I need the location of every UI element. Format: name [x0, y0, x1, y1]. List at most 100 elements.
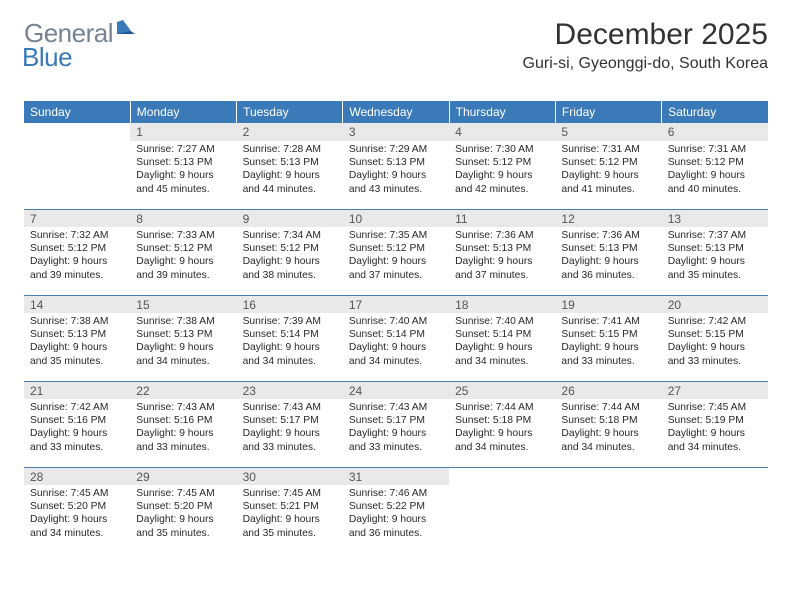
day-number-empty	[662, 467, 768, 485]
calendar-day-cell	[24, 123, 130, 209]
calendar-week-row: 21Sunrise: 7:42 AMSunset: 5:16 PMDayligh…	[24, 381, 768, 467]
day-details: Sunrise: 7:31 AMSunset: 5:12 PMDaylight:…	[555, 141, 661, 196]
day-details: Sunrise: 7:28 AMSunset: 5:13 PMDaylight:…	[237, 141, 343, 196]
calendar-week-row: 1Sunrise: 7:27 AMSunset: 5:13 PMDaylight…	[24, 123, 768, 209]
weekday-header: Wednesday	[343, 101, 449, 123]
calendar-day-cell: 25Sunrise: 7:44 AMSunset: 5:18 PMDayligh…	[449, 381, 555, 467]
day-details: Sunrise: 7:43 AMSunset: 5:17 PMDaylight:…	[237, 399, 343, 454]
calendar-day-cell: 20Sunrise: 7:42 AMSunset: 5:15 PMDayligh…	[662, 295, 768, 381]
calendar-day-cell: 12Sunrise: 7:36 AMSunset: 5:13 PMDayligh…	[555, 209, 661, 295]
day-number: 5	[555, 123, 661, 141]
day-number: 13	[662, 209, 768, 227]
calendar-day-cell: 15Sunrise: 7:38 AMSunset: 5:13 PMDayligh…	[130, 295, 236, 381]
day-number: 2	[237, 123, 343, 141]
calendar-day-cell: 3Sunrise: 7:29 AMSunset: 5:13 PMDaylight…	[343, 123, 449, 209]
day-details: Sunrise: 7:37 AMSunset: 5:13 PMDaylight:…	[662, 227, 768, 282]
day-number: 28	[24, 467, 130, 485]
day-details: Sunrise: 7:42 AMSunset: 5:16 PMDaylight:…	[24, 399, 130, 454]
day-details: Sunrise: 7:31 AMSunset: 5:12 PMDaylight:…	[662, 141, 768, 196]
day-number: 1	[130, 123, 236, 141]
day-number: 25	[449, 381, 555, 399]
day-details: Sunrise: 7:36 AMSunset: 5:13 PMDaylight:…	[449, 227, 555, 282]
day-details: Sunrise: 7:45 AMSunset: 5:20 PMDaylight:…	[130, 485, 236, 540]
day-number: 6	[662, 123, 768, 141]
day-number: 29	[130, 467, 236, 485]
brand-text-blue: Blue	[22, 42, 72, 72]
calendar-day-cell: 6Sunrise: 7:31 AMSunset: 5:12 PMDaylight…	[662, 123, 768, 209]
brand-flag-icon	[117, 20, 139, 39]
calendar-day-cell: 24Sunrise: 7:43 AMSunset: 5:17 PMDayligh…	[343, 381, 449, 467]
weekday-header: Thursday	[449, 101, 555, 123]
calendar-day-cell: 31Sunrise: 7:46 AMSunset: 5:22 PMDayligh…	[343, 467, 449, 553]
day-number: 16	[237, 295, 343, 313]
calendar-day-cell: 11Sunrise: 7:36 AMSunset: 5:13 PMDayligh…	[449, 209, 555, 295]
calendar-day-cell: 14Sunrise: 7:38 AMSunset: 5:13 PMDayligh…	[24, 295, 130, 381]
weekday-header: Monday	[130, 101, 236, 123]
day-number: 17	[343, 295, 449, 313]
weekday-header: Saturday	[662, 101, 768, 123]
month-title: December 2025	[523, 18, 768, 51]
day-details: Sunrise: 7:32 AMSunset: 5:12 PMDaylight:…	[24, 227, 130, 282]
day-details: Sunrise: 7:40 AMSunset: 5:14 PMDaylight:…	[449, 313, 555, 368]
day-number: 21	[24, 381, 130, 399]
calendar-week-row: 28Sunrise: 7:45 AMSunset: 5:20 PMDayligh…	[24, 467, 768, 553]
day-details: Sunrise: 7:45 AMSunset: 5:21 PMDaylight:…	[237, 485, 343, 540]
day-number: 12	[555, 209, 661, 227]
day-number: 10	[343, 209, 449, 227]
calendar-day-cell: 1Sunrise: 7:27 AMSunset: 5:13 PMDaylight…	[130, 123, 236, 209]
calendar-day-cell: 30Sunrise: 7:45 AMSunset: 5:21 PMDayligh…	[237, 467, 343, 553]
day-details: Sunrise: 7:40 AMSunset: 5:14 PMDaylight:…	[343, 313, 449, 368]
weekday-header: Tuesday	[237, 101, 343, 123]
calendar-day-cell: 28Sunrise: 7:45 AMSunset: 5:20 PMDayligh…	[24, 467, 130, 553]
calendar-day-cell: 19Sunrise: 7:41 AMSunset: 5:15 PMDayligh…	[555, 295, 661, 381]
day-details: Sunrise: 7:46 AMSunset: 5:22 PMDaylight:…	[343, 485, 449, 540]
weekday-header: Friday	[555, 101, 661, 123]
calendar-day-cell: 10Sunrise: 7:35 AMSunset: 5:12 PMDayligh…	[343, 209, 449, 295]
day-number: 18	[449, 295, 555, 313]
day-details: Sunrise: 7:41 AMSunset: 5:15 PMDaylight:…	[555, 313, 661, 368]
day-details: Sunrise: 7:35 AMSunset: 5:12 PMDaylight:…	[343, 227, 449, 282]
day-number-empty	[449, 467, 555, 485]
calendar-day-cell: 29Sunrise: 7:45 AMSunset: 5:20 PMDayligh…	[130, 467, 236, 553]
weekday-header-row: Sunday Monday Tuesday Wednesday Thursday…	[24, 101, 768, 123]
calendar-day-cell	[449, 467, 555, 553]
day-number: 7	[24, 209, 130, 227]
day-number: 23	[237, 381, 343, 399]
calendar-day-cell	[662, 467, 768, 553]
day-details: Sunrise: 7:38 AMSunset: 5:13 PMDaylight:…	[130, 313, 236, 368]
day-details: Sunrise: 7:30 AMSunset: 5:12 PMDaylight:…	[449, 141, 555, 196]
day-details: Sunrise: 7:43 AMSunset: 5:16 PMDaylight:…	[130, 399, 236, 454]
day-details: Sunrise: 7:44 AMSunset: 5:18 PMDaylight:…	[449, 399, 555, 454]
calendar-day-cell: 8Sunrise: 7:33 AMSunset: 5:12 PMDaylight…	[130, 209, 236, 295]
day-details: Sunrise: 7:44 AMSunset: 5:18 PMDaylight:…	[555, 399, 661, 454]
day-number: 30	[237, 467, 343, 485]
calendar-body: 1Sunrise: 7:27 AMSunset: 5:13 PMDaylight…	[24, 123, 768, 553]
calendar-day-cell: 4Sunrise: 7:30 AMSunset: 5:12 PMDaylight…	[449, 123, 555, 209]
day-details: Sunrise: 7:39 AMSunset: 5:14 PMDaylight:…	[237, 313, 343, 368]
day-details: Sunrise: 7:45 AMSunset: 5:19 PMDaylight:…	[662, 399, 768, 454]
calendar-day-cell: 17Sunrise: 7:40 AMSunset: 5:14 PMDayligh…	[343, 295, 449, 381]
day-number: 26	[555, 381, 661, 399]
calendar-day-cell: 9Sunrise: 7:34 AMSunset: 5:12 PMDaylight…	[237, 209, 343, 295]
day-details: Sunrise: 7:38 AMSunset: 5:13 PMDaylight:…	[24, 313, 130, 368]
calendar-week-row: 7Sunrise: 7:32 AMSunset: 5:12 PMDaylight…	[24, 209, 768, 295]
day-details: Sunrise: 7:27 AMSunset: 5:13 PMDaylight:…	[130, 141, 236, 196]
calendar-day-cell: 2Sunrise: 7:28 AMSunset: 5:13 PMDaylight…	[237, 123, 343, 209]
day-number: 8	[130, 209, 236, 227]
calendar-day-cell: 27Sunrise: 7:45 AMSunset: 5:19 PMDayligh…	[662, 381, 768, 467]
day-details: Sunrise: 7:36 AMSunset: 5:13 PMDaylight:…	[555, 227, 661, 282]
page-header: General December 2025 Guri-si, Gyeonggi-…	[24, 18, 768, 73]
day-details: Sunrise: 7:42 AMSunset: 5:15 PMDaylight:…	[662, 313, 768, 368]
calendar-day-cell: 21Sunrise: 7:42 AMSunset: 5:16 PMDayligh…	[24, 381, 130, 467]
location-label: Guri-si, Gyeonggi-do, South Korea	[523, 55, 768, 73]
calendar-day-cell: 18Sunrise: 7:40 AMSunset: 5:14 PMDayligh…	[449, 295, 555, 381]
day-number: 3	[343, 123, 449, 141]
calendar-table: Sunday Monday Tuesday Wednesday Thursday…	[24, 101, 768, 553]
day-number: 27	[662, 381, 768, 399]
day-number: 11	[449, 209, 555, 227]
calendar-day-cell: 7Sunrise: 7:32 AMSunset: 5:12 PMDaylight…	[24, 209, 130, 295]
calendar-day-cell: 16Sunrise: 7:39 AMSunset: 5:14 PMDayligh…	[237, 295, 343, 381]
day-number-empty	[555, 467, 661, 485]
day-number-empty	[24, 123, 130, 141]
weekday-header: Sunday	[24, 101, 130, 123]
